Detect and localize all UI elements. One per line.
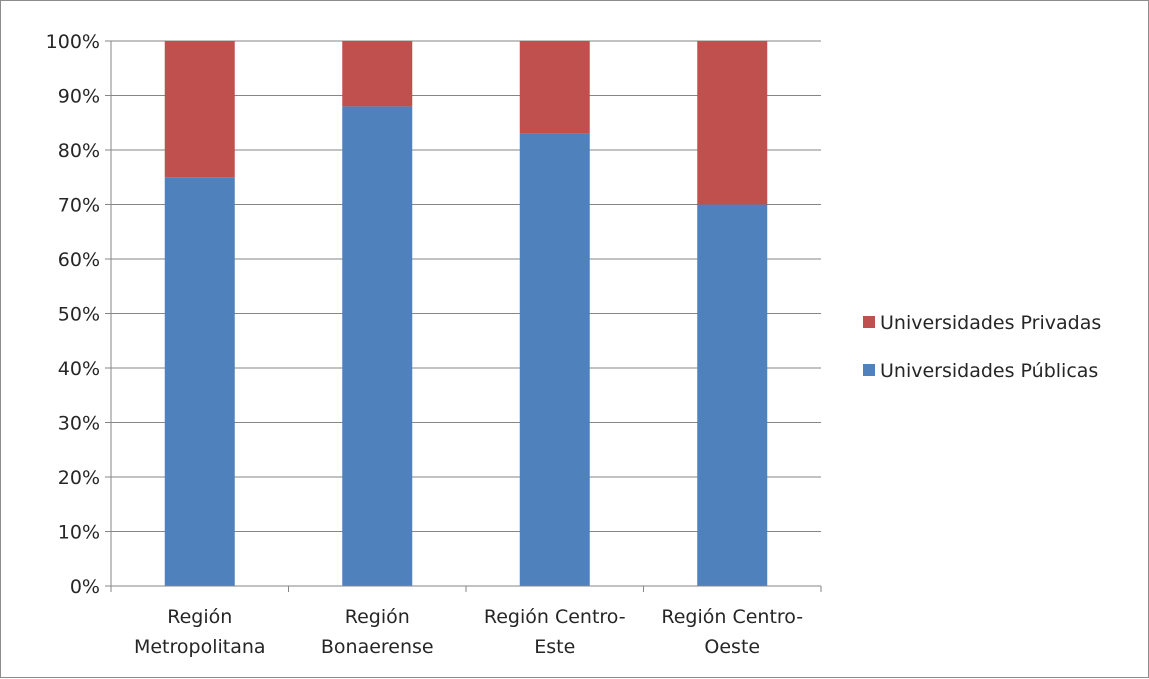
bar-segment-privadas — [164, 41, 235, 178]
y-tick-label: 0% — [70, 576, 100, 598]
x-category-label: Región — [345, 606, 410, 628]
bar-segment-privadas — [697, 41, 768, 205]
y-tick-label: 60% — [58, 249, 100, 271]
y-tick-label: 90% — [58, 86, 100, 108]
legend-label: Universidades Públicas — [880, 360, 1098, 382]
x-category-label: Metropolitana — [134, 636, 266, 658]
x-category-label: Región Centro- — [484, 606, 626, 628]
legend-swatch — [863, 364, 875, 376]
legend: Universidades Privadas Universidades Públ… — [863, 312, 1101, 382]
x-category-labels: Región Metropolitana Región Bonaerense Regió… — [134, 606, 803, 658]
y-tick-label: 50% — [58, 304, 100, 326]
y-tick-label: 40% — [58, 358, 100, 380]
y-tick-label: 20% — [58, 467, 100, 489]
x-category-label: Bonaerense — [321, 636, 434, 658]
axes — [105, 40, 822, 592]
bar-segment-privadas — [519, 41, 590, 134]
x-category-label: Oeste — [704, 636, 760, 658]
y-tick-labels: 0% 10% 20% 30% 40% 50% 60% 70% 80% 90% 100% — [46, 31, 100, 598]
y-tick-label: 30% — [58, 413, 100, 435]
bar-segment-publicas — [164, 177, 235, 586]
bars — [164, 41, 768, 587]
bar-segment-privadas — [342, 41, 413, 107]
y-tick-label: 80% — [58, 140, 100, 162]
y-tick-label: 10% — [58, 522, 100, 544]
y-tick-label: 100% — [46, 31, 100, 53]
y-tick-label: 70% — [58, 195, 100, 217]
x-category-label: Región — [167, 606, 232, 628]
x-category-label: Este — [534, 636, 575, 658]
bar-segment-publicas — [519, 133, 590, 586]
legend-label: Universidades Privadas — [880, 312, 1101, 334]
bar-segment-publicas — [697, 204, 768, 586]
legend-swatch — [863, 316, 875, 328]
x-category-label: Región Centro- — [661, 606, 803, 628]
bar-segment-publicas — [342, 106, 413, 587]
